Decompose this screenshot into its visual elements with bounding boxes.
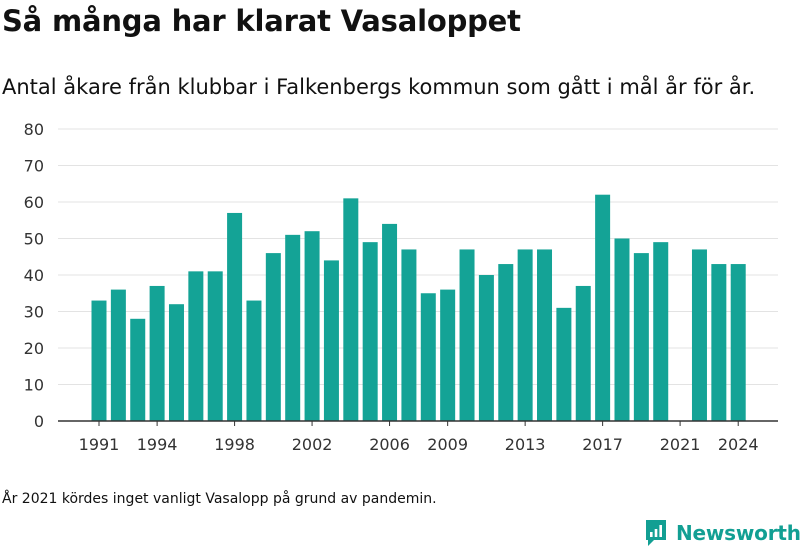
brand: Newsworthy (644, 519, 800, 547)
y-tick-label: 40 (24, 266, 44, 285)
bar-2018 (614, 238, 630, 421)
bar-1991 (91, 300, 107, 421)
chart-subtitle: Antal åkare från klubbar i Falkenbergs k… (2, 75, 756, 99)
x-axis-ticks: 1991 1994 1998 2002 2006 2009 2013 2017 2021 2024 (79, 421, 759, 454)
x-tick-label: 1998 (214, 435, 255, 454)
bar-2013 (517, 249, 533, 421)
y-tick-label: 80 (24, 120, 44, 139)
x-tick-label: 2013 (505, 435, 546, 454)
x-tick-label: 1994 (137, 435, 178, 454)
bar-2008 (420, 293, 436, 421)
bar-2014 (537, 249, 553, 421)
x-tick-label: 2002 (292, 435, 333, 454)
bar-2022 (691, 249, 707, 421)
bar-2023 (711, 264, 727, 421)
y-tick-label: 50 (24, 230, 44, 249)
bar-2007 (401, 249, 417, 421)
bar-2012 (498, 264, 514, 421)
gridlines (58, 128, 778, 385)
bar-2002 (304, 231, 320, 421)
bar-2016 (575, 285, 591, 421)
bar-1996 (188, 271, 204, 421)
bar-2019 (633, 253, 649, 421)
y-tick-label: 20 (24, 339, 44, 358)
x-tick-label: 2009 (427, 435, 468, 454)
bar-1995 (168, 304, 184, 421)
bar-2010 (459, 249, 475, 421)
brand-name: Newsworthy (676, 521, 800, 545)
x-tick-label: 2021 (660, 435, 701, 454)
x-tick-label: 2006 (369, 435, 410, 454)
bar-2017 (595, 194, 611, 421)
bar-2024 (730, 264, 746, 421)
bar-2020 (653, 242, 669, 421)
bar-1997 (207, 271, 223, 421)
bar-1998 (227, 212, 243, 421)
x-tick-label: 1991 (79, 435, 120, 454)
y-tick-label: 30 (24, 303, 44, 322)
bar-1999 (246, 300, 262, 421)
bar-2003 (323, 260, 339, 421)
bar-2004 (343, 198, 359, 421)
x-tick-label: 2017 (582, 435, 623, 454)
bar-1992 (110, 289, 126, 421)
x-tick-label: 2024 (718, 435, 759, 454)
bar-2005 (362, 242, 378, 421)
bar-2011 (478, 275, 494, 421)
bar-1994 (149, 285, 165, 421)
bar-chart: 0 10 20 30 40 50 60 70 80 1991 1994 1998 2002 2006 20… (24, 120, 778, 454)
y-axis-ticks: 0 10 20 30 40 50 60 70 80 (24, 120, 44, 431)
bar-2015 (556, 307, 572, 421)
y-tick-label: 0 (34, 412, 44, 431)
y-tick-label: 70 (24, 157, 44, 176)
bars (58, 194, 778, 422)
footnote: År 2021 kördes inget vanligt Vasalopp på… (2, 491, 437, 507)
bar-2000 (265, 253, 281, 421)
y-tick-label: 60 (24, 193, 44, 212)
bar-2006 (382, 223, 398, 421)
bar-2009 (440, 289, 456, 421)
bar-1993 (130, 318, 146, 421)
bar-2001 (285, 234, 301, 421)
newsworthy-logo-icon (646, 520, 666, 546)
chart-title: Så många har klarat Vasaloppet (2, 4, 521, 38)
y-tick-label: 10 (24, 376, 44, 395)
